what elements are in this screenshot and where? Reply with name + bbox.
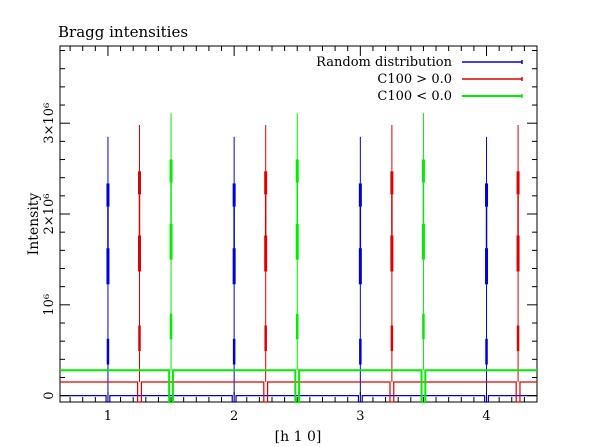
y-tick-label: 3×10⁶ bbox=[42, 103, 57, 144]
y-tick-label: 0 bbox=[42, 392, 57, 400]
series-baseline-line bbox=[60, 369, 537, 403]
x-tick-label: 4 bbox=[482, 409, 490, 424]
y-axis-label: Intensity bbox=[26, 193, 42, 256]
series-layer bbox=[60, 113, 537, 403]
ticks-layer: 1 2 3 4 0 10⁶ 2×10⁶ 3×10⁶ bbox=[42, 46, 538, 424]
chart-title: Bragg intensities bbox=[58, 23, 188, 41]
series-baseline-line bbox=[60, 395, 537, 403]
x-tick-label: 2 bbox=[230, 409, 238, 424]
y-tick-label: 2×10⁶ bbox=[42, 194, 57, 235]
x-axis-label: [h 1 0] bbox=[275, 429, 322, 445]
series-3 bbox=[60, 113, 537, 403]
series-2 bbox=[60, 125, 537, 403]
x-tick-label: 3 bbox=[356, 409, 364, 424]
legend: Random distribution C100 > 0.0 C100 < 0.0 bbox=[316, 55, 523, 104]
series-baseline-line bbox=[60, 381, 537, 403]
legend-label: C100 < 0.0 bbox=[377, 89, 452, 104]
legend-label: Random distribution bbox=[316, 55, 452, 70]
legend-label: C100 > 0.0 bbox=[377, 72, 452, 87]
series-1 bbox=[60, 136, 537, 403]
y-tick-label: 10⁶ bbox=[42, 294, 57, 316]
x-tick-label: 1 bbox=[104, 409, 112, 424]
